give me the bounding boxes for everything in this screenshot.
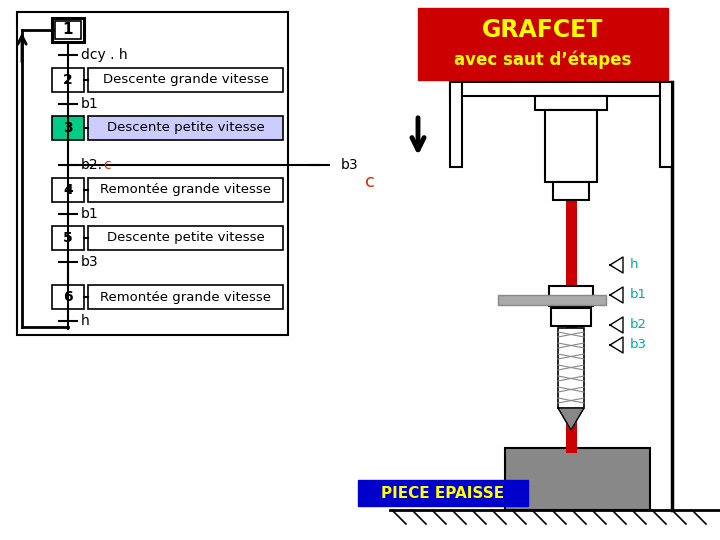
Bar <box>660 82 672 167</box>
Text: dcy . h: dcy . h <box>81 48 127 62</box>
Text: 2: 2 <box>63 73 73 87</box>
Bar <box>52 285 84 309</box>
Bar <box>88 285 283 309</box>
Text: 1: 1 <box>63 23 73 37</box>
Text: 3: 3 <box>63 121 73 135</box>
Text: 4: 4 <box>63 183 73 197</box>
Bar <box>88 68 283 92</box>
Text: c: c <box>103 158 111 172</box>
Text: b1: b1 <box>630 288 647 301</box>
Bar <box>535 96 607 110</box>
Bar <box>52 226 84 250</box>
Bar <box>418 8 668 80</box>
Bar <box>17 12 288 335</box>
Bar <box>450 82 672 96</box>
Polygon shape <box>610 337 623 353</box>
Text: Descente petite vitesse: Descente petite vitesse <box>107 232 264 245</box>
Bar <box>549 286 593 306</box>
Bar <box>88 116 283 140</box>
Text: b1: b1 <box>81 207 99 221</box>
Bar <box>505 448 650 510</box>
Text: 5: 5 <box>63 231 73 245</box>
Polygon shape <box>610 287 623 303</box>
Bar <box>52 68 84 92</box>
Text: b1: b1 <box>81 97 99 111</box>
Bar <box>558 328 584 408</box>
Polygon shape <box>610 257 623 273</box>
Bar <box>450 82 462 167</box>
Text: PIECE EPAISSE: PIECE EPAISSE <box>382 485 505 501</box>
Bar <box>52 178 84 202</box>
Text: Remontée grande vitesse: Remontée grande vitesse <box>100 291 271 303</box>
Bar <box>88 226 283 250</box>
Bar <box>545 110 597 182</box>
Bar <box>52 116 84 140</box>
Bar <box>55 21 81 39</box>
Text: 6: 6 <box>63 290 73 304</box>
Text: b3: b3 <box>341 158 359 172</box>
Text: h: h <box>81 314 90 328</box>
Text: b2: b2 <box>630 319 647 332</box>
Bar <box>358 480 528 506</box>
Text: GRAFCET: GRAFCET <box>482 18 603 42</box>
Text: b2.: b2. <box>81 158 103 172</box>
Text: b3: b3 <box>81 255 99 269</box>
Text: h: h <box>630 259 639 272</box>
Text: c: c <box>365 173 375 191</box>
Bar <box>566 178 577 453</box>
Polygon shape <box>558 408 584 430</box>
Text: avec saut d’étapes: avec saut d’étapes <box>454 51 631 69</box>
Text: b3: b3 <box>630 339 647 352</box>
Bar <box>52 18 84 42</box>
Polygon shape <box>610 317 623 333</box>
Bar <box>498 295 606 305</box>
Text: Descente petite vitesse: Descente petite vitesse <box>107 122 264 134</box>
Bar <box>551 308 591 326</box>
Text: Remontée grande vitesse: Remontée grande vitesse <box>100 184 271 197</box>
Bar <box>553 182 589 200</box>
Bar <box>88 178 283 202</box>
Text: Descente grande vitesse: Descente grande vitesse <box>102 73 269 86</box>
